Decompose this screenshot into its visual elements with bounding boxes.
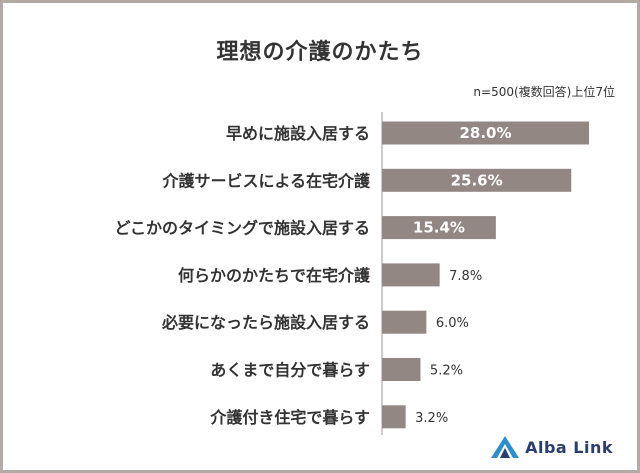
category-label: 早めに施設入居する — [226, 124, 370, 143]
category-label: 必要になったら施設入居する — [161, 313, 370, 332]
data-label: 5.2% — [430, 364, 463, 379]
category-label: 介護付き住宅で暮らす — [209, 408, 370, 427]
chart-title: 理想の介護のかたち — [216, 40, 424, 65]
data-label: 7.8% — [449, 269, 482, 284]
data-label: 28.0% — [459, 124, 511, 142]
bar — [382, 263, 440, 287]
sample-note: n=500(複数回答)上位7位 — [473, 85, 615, 99]
bar — [382, 310, 427, 334]
bar — [382, 121, 589, 145]
bar — [382, 168, 572, 192]
bar — [382, 216, 496, 240]
alba-link-logo-icon — [491, 436, 520, 458]
category-label: 何らかのかたちで在宅介護 — [178, 266, 371, 285]
category-label: どこかのタイミングで施設入居する — [114, 219, 370, 238]
bar — [382, 358, 421, 381]
data-label: 3.2% — [415, 411, 448, 426]
category-label: あくまで自分で暮らす — [210, 361, 370, 380]
data-label: 6.0% — [436, 316, 469, 331]
data-label: 25.6% — [451, 171, 503, 189]
category-label: 介護サービスによる在宅介護 — [161, 171, 371, 190]
data-label: 15.4% — [413, 219, 465, 237]
brand-logo: Alba Link — [491, 436, 613, 458]
bar-chart: 早めに施設入居する 28.0% 介護サービスによる在宅介護 25.6% どこかのタイミン… — [114, 112, 589, 435]
bar — [382, 405, 406, 429]
brand-name: Alba Link — [525, 437, 613, 457]
